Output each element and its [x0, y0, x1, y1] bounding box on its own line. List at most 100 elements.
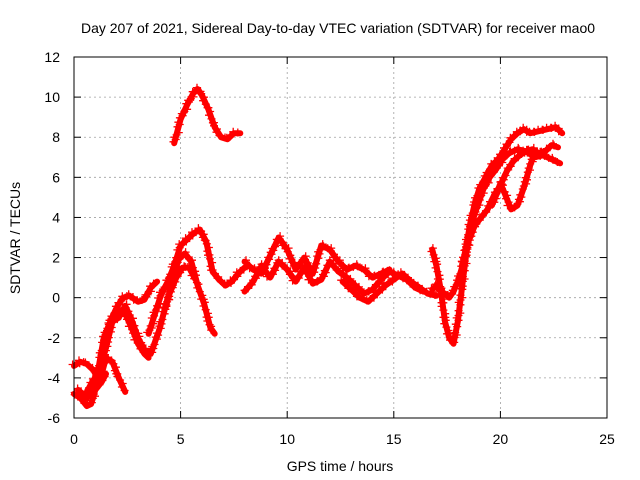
data-point [199, 93, 208, 102]
data-point [319, 272, 328, 281]
data-point [114, 304, 123, 313]
data-point [174, 128, 183, 137]
y-tick-label: -2 [48, 330, 61, 346]
data-point [105, 322, 114, 331]
data-point [378, 284, 387, 293]
data-point [98, 356, 107, 365]
data-point [154, 331, 163, 340]
data-point [168, 276, 177, 285]
data-point [271, 242, 279, 251]
data-point [524, 164, 533, 173]
data-point [208, 258, 217, 267]
data-point [123, 311, 132, 320]
data-point [482, 208, 491, 217]
data-point [454, 306, 463, 315]
tick-labels: 0 5 10 15 20 25 -6 -4 -2 0 2 4 6 8 10 12 [44, 49, 615, 447]
data-point [270, 264, 279, 273]
data-point [458, 267, 467, 276]
y-tick-label: 4 [52, 209, 60, 225]
data-point [334, 266, 343, 275]
data-point [470, 206, 479, 215]
data-point [388, 274, 397, 283]
data-point [439, 306, 448, 315]
data-point [319, 242, 328, 251]
data-point [75, 356, 83, 365]
data-point [490, 198, 499, 207]
data-point [100, 372, 109, 381]
chart-title: Day 207 of 2021, Sidereal Day-to-day VTE… [81, 20, 595, 36]
data-point [542, 144, 551, 153]
data-point [369, 292, 378, 301]
data-point [368, 284, 377, 293]
data-point [130, 325, 138, 334]
data-point [514, 143, 523, 152]
data-point [87, 388, 96, 397]
data-point [232, 268, 241, 277]
data-point [142, 292, 151, 301]
data-point [143, 351, 152, 360]
data-point [384, 278, 393, 287]
data-point [451, 284, 460, 293]
data-point [321, 268, 330, 277]
data-point [422, 288, 431, 297]
data-point [205, 320, 214, 329]
x-axis-label: GPS time / hours [287, 458, 394, 474]
data-point [122, 292, 131, 300]
data-point [203, 309, 212, 318]
data-point [206, 107, 215, 116]
series-arc-5 [102, 304, 152, 361]
data-point [104, 320, 113, 329]
data-point [375, 278, 384, 287]
data-point [443, 291, 452, 299]
data-point [170, 268, 179, 276]
data-point [149, 319, 157, 328]
data-point [152, 329, 161, 338]
data-point [247, 280, 256, 289]
data-point [120, 386, 129, 395]
data-point [371, 288, 380, 297]
data-point [193, 83, 201, 92]
data-point [550, 141, 559, 150]
data-point [353, 262, 362, 271]
data-point [498, 158, 507, 167]
data-point [125, 318, 134, 327]
y-tick-label: 2 [52, 250, 60, 266]
data-point [158, 315, 167, 324]
data-point [163, 293, 172, 302]
data-point [554, 127, 563, 136]
x-tick-label: 0 [70, 431, 78, 447]
data-point [204, 313, 213, 322]
data-point [345, 263, 353, 272]
series-arc-14 [458, 139, 561, 269]
data-point [137, 296, 146, 304]
data-point [436, 286, 444, 295]
data-point [320, 266, 329, 275]
data-point [192, 271, 200, 280]
data-point [431, 280, 440, 289]
data-point [380, 271, 389, 280]
data-point [472, 218, 481, 227]
data-point [505, 138, 514, 147]
grid [74, 57, 607, 418]
data-point [379, 280, 388, 289]
data-point [448, 290, 457, 298]
y-tick-label: 0 [52, 290, 60, 306]
data-point [483, 170, 492, 179]
x-tick-label: 25 [599, 431, 615, 447]
series-arc-15 [487, 150, 539, 213]
data-point [405, 276, 414, 285]
data-point [254, 270, 263, 279]
data-point [239, 265, 248, 274]
data-point [510, 154, 519, 163]
data-point [149, 344, 158, 353]
data-point [171, 270, 180, 278]
data-point [477, 182, 486, 191]
data-point [418, 284, 427, 293]
data-point [475, 216, 484, 225]
data-point [521, 173, 530, 182]
y-axis-label: SDTVAR / TECUs [7, 182, 23, 294]
series-arc-12 [427, 143, 564, 347]
data-point [204, 243, 213, 252]
data-point [433, 267, 442, 276]
